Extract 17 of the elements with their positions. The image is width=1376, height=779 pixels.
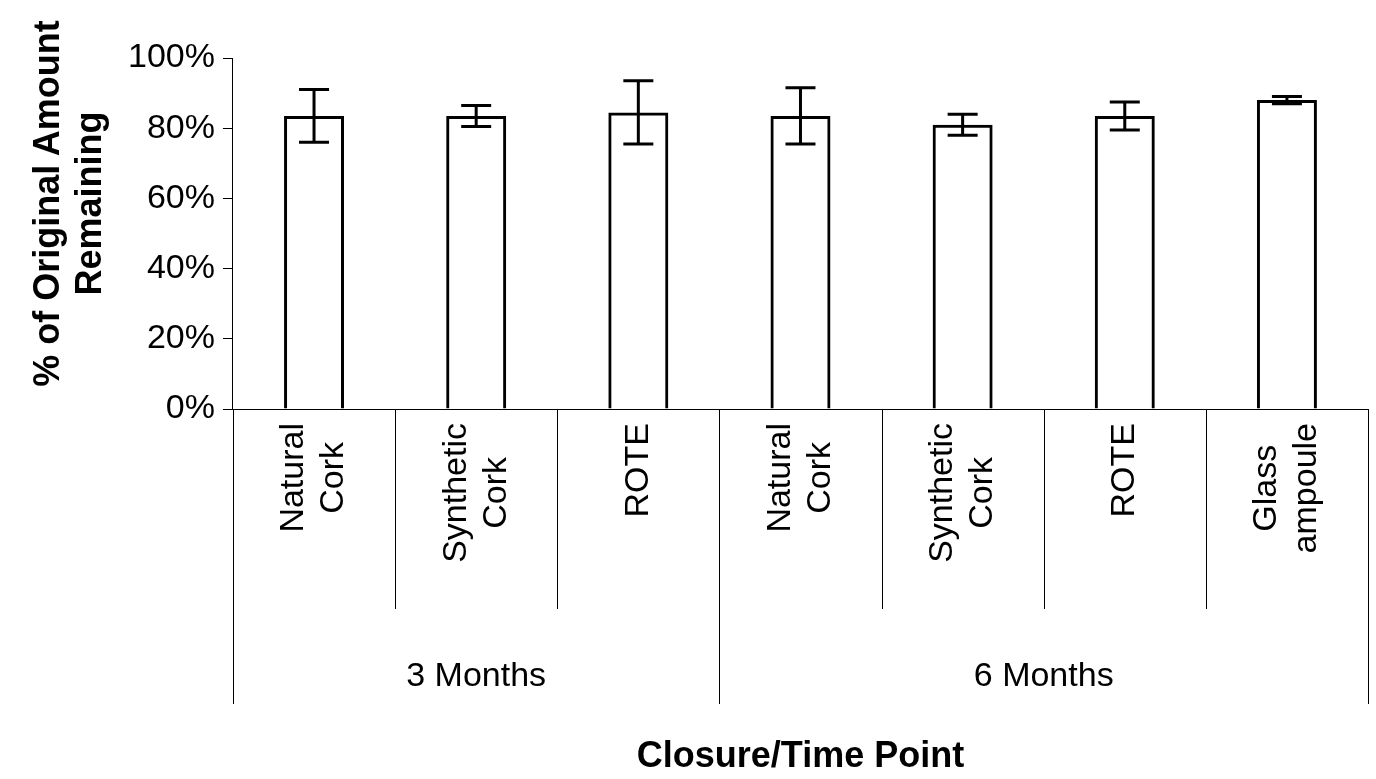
x-tick-label: ROTE — [616, 423, 655, 518]
y-tick-label: 60% — [146, 176, 215, 215]
x-axis-title: Closure/Time Point — [636, 733, 965, 775]
y-axis-title: % of Original Amount Remaining — [25, 20, 109, 387]
text: 6 Months — [973, 655, 1114, 694]
x-tick-label: Natural Cork — [272, 423, 351, 533]
y-tick-label: 80% — [146, 106, 215, 145]
x-tick-label: Natural Cork — [758, 423, 837, 533]
y-tick-label: 100% — [127, 36, 215, 75]
text: 3 Months — [406, 655, 547, 694]
x-tick-label: Synthetic Cork — [921, 423, 999, 563]
x-tick-label: Glass ampoule — [1245, 423, 1324, 554]
x-tick-label: Synthetic Cork — [434, 423, 513, 563]
y-tick-label: 40% — [146, 246, 215, 285]
x-tick-label: ROTE — [1103, 423, 1142, 518]
y-tick-label: 20% — [146, 317, 215, 356]
y-tick-label: 0% — [165, 387, 215, 426]
